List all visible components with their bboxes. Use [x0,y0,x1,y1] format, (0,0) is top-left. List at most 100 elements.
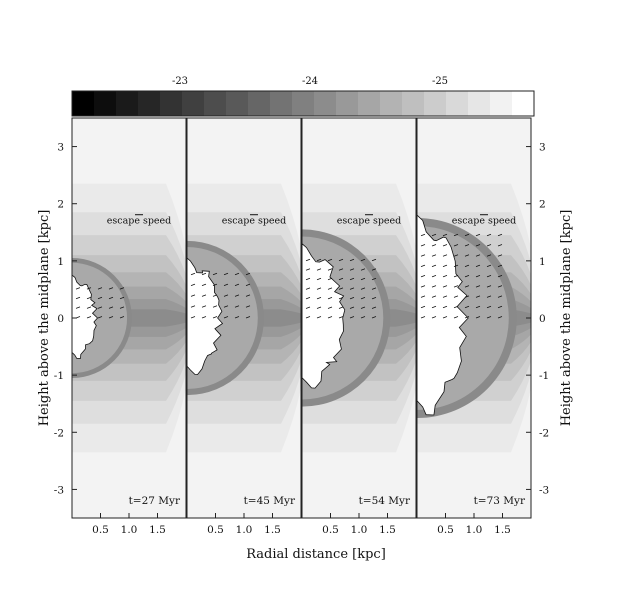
velocity-field [75,287,125,319]
velocity-arrow [327,258,333,262]
velocity-arrow [431,244,437,247]
velocity-arrow [234,305,240,308]
velocity-arrow [486,254,492,257]
velocity-arrow [442,233,448,237]
velocity-arrow [338,268,344,271]
x-axis-label: Radial distance [kpc] [246,547,386,562]
y-tick-label: 2 [57,199,64,211]
velocity-arrow [190,283,196,286]
velocity-arrow [190,272,196,276]
colorbar-cell [424,91,447,116]
velocity-arrow [486,233,492,237]
velocity-arrow [497,254,503,257]
x-tick-label: 1.0 [121,524,138,536]
velocity-arrow [453,305,459,309]
velocity-arrow [475,285,481,288]
velocity-arrow [420,305,426,309]
velocity-arrow [420,316,426,319]
velocity-arrow [431,264,437,267]
velocity-arrow [453,264,459,267]
velocity-arrow [305,306,311,309]
velocity-arrow [371,316,377,319]
velocity-arrow [349,258,355,262]
velocity-arrow [201,294,207,297]
velocity-arrow [442,254,448,257]
velocity-arrow [349,287,355,290]
velocity-arrow [442,305,448,309]
velocity-arrow [486,295,492,298]
colorbar-cell [270,91,293,116]
velocity-arrow [86,316,92,319]
y-tick-label: 3 [57,142,64,154]
colorbar-cell [380,91,403,116]
colorbar-cell [116,91,139,116]
velocity-arrow [108,316,114,319]
velocity-arrow [497,233,503,237]
velocity-arrow [316,316,322,319]
velocity-arrow [245,272,251,276]
velocity-arrow [316,258,322,262]
velocity-arrow [475,295,481,298]
velocity-arrow [212,294,218,297]
velocity-arrow [97,287,103,290]
colorbar [71,90,535,117]
velocity-arrow [349,316,355,319]
velocity-arrow [486,244,492,247]
escape-speed-label: escape speed [452,216,517,227]
velocity-arrow [234,316,240,319]
velocity-arrow [86,287,92,290]
velocity-arrow [442,274,448,278]
y-tick-label: -3 [539,484,549,496]
velocity-arrow [245,294,251,297]
velocity-arrow [453,316,459,319]
colorbar-cell [468,91,491,116]
escape-speed-annotation: escape speed [452,214,517,227]
velocity-arrow [327,297,333,300]
velocity-arrow [431,254,437,257]
velocity-arrow [453,244,459,247]
colorbar-ticks: -23 -24 -25 [172,76,448,87]
x-tick-label: 1.0 [236,524,253,536]
y-axis-label-left: Height above the midplane [kpc] [37,210,52,427]
velocity-arrow [497,264,503,267]
panel-field [417,118,531,518]
velocity-arrow [97,296,103,300]
velocity-field [305,258,377,319]
colorbar-tick-label: -25 [432,76,448,87]
velocity-arrow [371,287,377,290]
y-tick-label: 2 [539,199,546,211]
hot-bubble [302,243,346,393]
velocity-arrow [497,316,503,319]
velocity-arrow [486,274,492,278]
panel: escape speed t=27 Myr [71,117,187,519]
velocity-arrow [212,272,218,276]
velocity-arrow [497,285,503,288]
velocity-arrow [86,296,92,300]
velocity-arrow [86,306,92,309]
time-label: t=27 Myr [129,495,181,507]
velocity-arrow [201,316,207,319]
colorbar-cell [490,91,513,116]
velocity-arrow [420,244,426,247]
y-axis-left: -3 -2 -1 0 1 2 3 [54,142,77,496]
velocity-arrow [119,287,125,290]
y-tick-label: -2 [539,427,549,439]
colorbar-cell [72,91,95,116]
velocity-arrow [420,274,426,278]
colorbar-cell [512,91,535,116]
velocity-arrow [420,264,426,267]
velocity-arrow [475,264,481,267]
velocity-arrow [360,297,366,300]
colorbar-tick-label: -24 [302,76,318,87]
x-tick-label: 0.5 [207,524,224,536]
velocity-arrow [75,306,81,309]
velocity-arrow [442,316,448,319]
velocity-arrow [108,296,114,300]
colorbar-cell [292,91,315,116]
panel: escape speed t=73 Myr [416,117,532,519]
velocity-arrow [212,305,218,308]
x-tick-label: 1.0 [351,524,368,536]
velocity-arrow [464,254,470,257]
colorbar-cell [446,91,469,116]
